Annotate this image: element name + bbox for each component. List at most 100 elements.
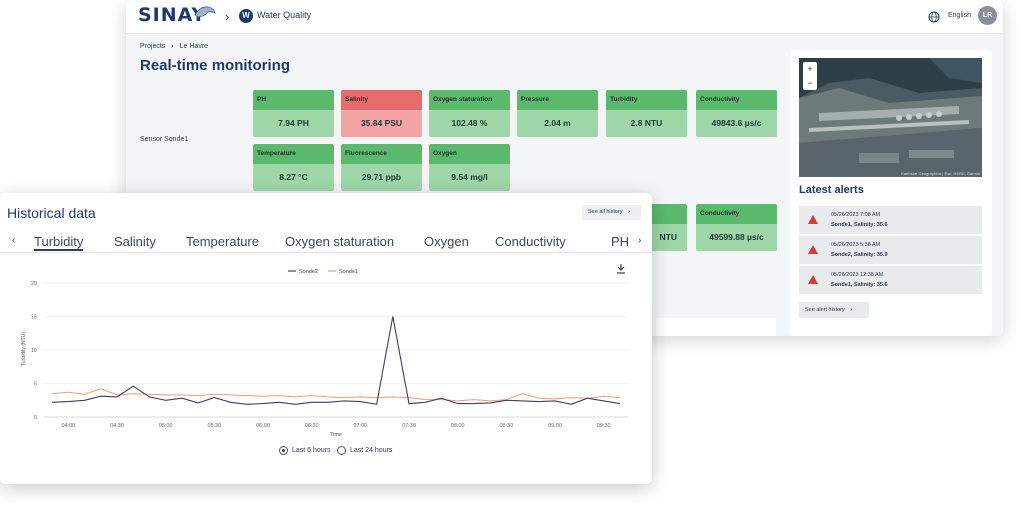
- metric-card-conductivity[interactable]: Conductivity 49843.6 µs/c: [696, 90, 777, 137]
- metric-label: Oxygen staturation: [429, 90, 510, 110]
- x-tick-label: 04:00: [61, 423, 75, 429]
- metric-card-conductivity-sonde2[interactable]: Conductivity 49599.88 µs/c: [696, 204, 777, 251]
- y-tick-label: 15: [31, 315, 37, 321]
- page-title: Real-time monitoring: [140, 57, 291, 74]
- metric-value: 2.8 NTU: [606, 110, 687, 137]
- turbidity-chart: Sonde2 Sonde1 0 5 10 15 20 04:00 04:30 05:00 05:…: [21, 264, 628, 438]
- map-attribution: Earthstar Geographics | Esri, HERE, Garm…: [901, 171, 980, 176]
- water-quality-badge: W: [239, 9, 253, 23]
- see-all-history-button[interactable]: See all history ›: [582, 205, 641, 220]
- tab-oxygen[interactable]: Oxygen: [424, 234, 469, 249]
- user-avatar[interactable]: LR: [978, 6, 997, 25]
- realtime-window: SINAY › W Water Quality English LR Proje…: [126, 0, 1003, 336]
- x-tick-label: 09:30: [597, 423, 611, 429]
- range-option-6h[interactable]: Last 6 hours: [279, 446, 331, 455]
- x-tick-label: 04:30: [110, 423, 124, 429]
- alert-date: 05/26/2023 7:08 AM: [831, 212, 881, 218]
- alert-text: Sonde1, Salinity: 35.6: [831, 282, 888, 288]
- x-tick-label: 06:00: [256, 423, 270, 429]
- tab-salinity[interactable]: Salinity: [114, 234, 156, 249]
- breadcrumb-chevron-icon: ›: [225, 9, 230, 24]
- dolphin-logo-icon: [194, 6, 216, 18]
- metric-card-pressure[interactable]: Pressure 2.04 m: [517, 90, 598, 137]
- metric-card-salinity[interactable]: Salinity 35.84 PSU: [341, 90, 422, 137]
- metric-label: Fluorescence: [341, 144, 422, 164]
- main-content: Projects › Le Havre Real-time monitoring S…: [126, 34, 1003, 336]
- breadcrumb-chevron-icon: ›: [171, 43, 174, 50]
- warning-icon: [808, 275, 818, 284]
- x-tick-label: 08:00: [451, 423, 465, 429]
- warning-icon: [808, 245, 818, 254]
- radio-button-icon: [279, 446, 288, 455]
- alert-date: 05/26/2023 12:38 AM: [831, 272, 884, 278]
- tabs-scroll-right-icon[interactable]: ›: [636, 235, 642, 246]
- see-alert-history-button[interactable]: See alert history ›: [799, 302, 869, 318]
- breadcrumb-projects[interactable]: Projects: [140, 43, 166, 50]
- tabs-scroll-left-icon[interactable]: ‹: [12, 235, 16, 246]
- see-alert-history-label: See alert history: [805, 307, 845, 313]
- tab-ph[interactable]: PH: [611, 234, 630, 249]
- y-tick-label: 20: [31, 281, 37, 287]
- map-zoom-control[interactable]: + −: [803, 62, 817, 90]
- metric-card-turbidity[interactable]: Turbidity 2.8 NTU: [606, 90, 687, 137]
- metric-card-temperature[interactable]: Temperature 8.27 °C: [253, 144, 334, 191]
- metric-label: Turbidity: [606, 90, 687, 110]
- range-label: Last 6 hours: [292, 447, 331, 454]
- satellite-map[interactable]: + − Earthstar Geographics | Esri, HERE, G…: [799, 58, 982, 177]
- breadcrumb-le-havre[interactable]: Le Havre: [179, 43, 209, 50]
- historical-data-window: Historical data See all history › ‹ Turb…: [0, 193, 652, 484]
- legend-entry[interactable]: Sonde2: [299, 269, 318, 275]
- series-line-sonde2: [52, 316, 620, 405]
- metric-value: 2.04 m: [517, 110, 598, 137]
- top-bar: SINAY › W Water Quality English LR: [126, 0, 1003, 34]
- metric-value: 35.84 PSU: [341, 110, 422, 137]
- chevron-right-icon: ›: [850, 307, 853, 313]
- metric-tabs: ‹ Turbidity Salinity Temperature Oxygen …: [0, 229, 652, 253]
- range-label: Last 24 hours: [350, 447, 393, 454]
- x-tick-label: 05:30: [207, 423, 221, 429]
- alert-item[interactable]: 05/26/2023 7:08 AM Sonde1, Salinity: 35.…: [799, 206, 982, 235]
- metric-value: 49599.88 µs/c: [696, 224, 777, 251]
- metric-label: Pressure: [517, 90, 598, 110]
- metric-card-fluorescence[interactable]: Fluorescence 29.71 ppb: [341, 144, 422, 191]
- metric-value: 102.48 %: [429, 110, 510, 137]
- metric-label: PH: [253, 90, 334, 110]
- y-tick-label: 5: [34, 382, 37, 388]
- metric-card-oxygen[interactable]: Oxygen 9.54 mg/l: [429, 144, 510, 191]
- map-imagery: [799, 58, 982, 177]
- sensor-panel-edge: [656, 318, 776, 336]
- metric-card-ph[interactable]: PH 7.94 PH: [253, 90, 334, 137]
- download-icon[interactable]: [617, 264, 625, 274]
- tab-turbidity[interactable]: Turbidity: [34, 234, 84, 251]
- alert-item[interactable]: 05/26/2023 12:38 AM Sonde1, Salinity: 35…: [799, 266, 982, 295]
- metric-card-oxygen-saturation[interactable]: Oxygen staturation 102.48 %: [429, 90, 510, 137]
- alert-text: Sonde1, Salinity: 35.6: [831, 222, 888, 228]
- chevron-right-icon: ›: [628, 209, 630, 215]
- series-line-sonde1: [52, 388, 620, 402]
- metric-label: Temperature: [253, 144, 334, 164]
- x-axis-label: Time: [330, 432, 342, 438]
- metric-label: Conductivity: [696, 90, 777, 110]
- tab-conductivity[interactable]: Conductivity: [495, 234, 566, 249]
- globe-icon[interactable]: [928, 11, 940, 23]
- y-axis-label: Turbidity (NTU): [21, 332, 27, 366]
- metric-label: Oxygen: [429, 144, 510, 164]
- tab-oxygen-saturation[interactable]: Oxygen staturation: [285, 234, 395, 249]
- right-panel: + − Earthstar Geographics | Esri, HERE, G…: [790, 50, 992, 336]
- breadcrumb: Projects › Le Havre: [140, 43, 208, 50]
- metric-value: 7.94 PH: [253, 110, 334, 137]
- alert-item[interactable]: 05/26/2023 5:38 AM Sonde2, Salinity: 35.…: [799, 236, 982, 265]
- sinay-logo[interactable]: SINAY: [138, 4, 207, 26]
- range-option-24h[interactable]: Last 24 hours: [337, 446, 392, 455]
- section-title[interactable]: Water Quality: [257, 10, 312, 20]
- x-tick-label: 08:30: [499, 423, 513, 429]
- alert-text: Sonde2, Salinity: 35.9: [831, 252, 888, 258]
- see-all-history-label: See all history: [588, 209, 623, 215]
- legend-entry[interactable]: Sonde1: [339, 269, 358, 275]
- x-tick-label: 07:30: [402, 423, 416, 429]
- metric-label: Conductivity: [696, 204, 777, 224]
- metric-value: 8.27 °C: [253, 164, 334, 191]
- y-tick-label: 0: [34, 415, 37, 421]
- tab-temperature[interactable]: Temperature: [186, 234, 259, 249]
- language-selector[interactable]: English: [948, 12, 971, 19]
